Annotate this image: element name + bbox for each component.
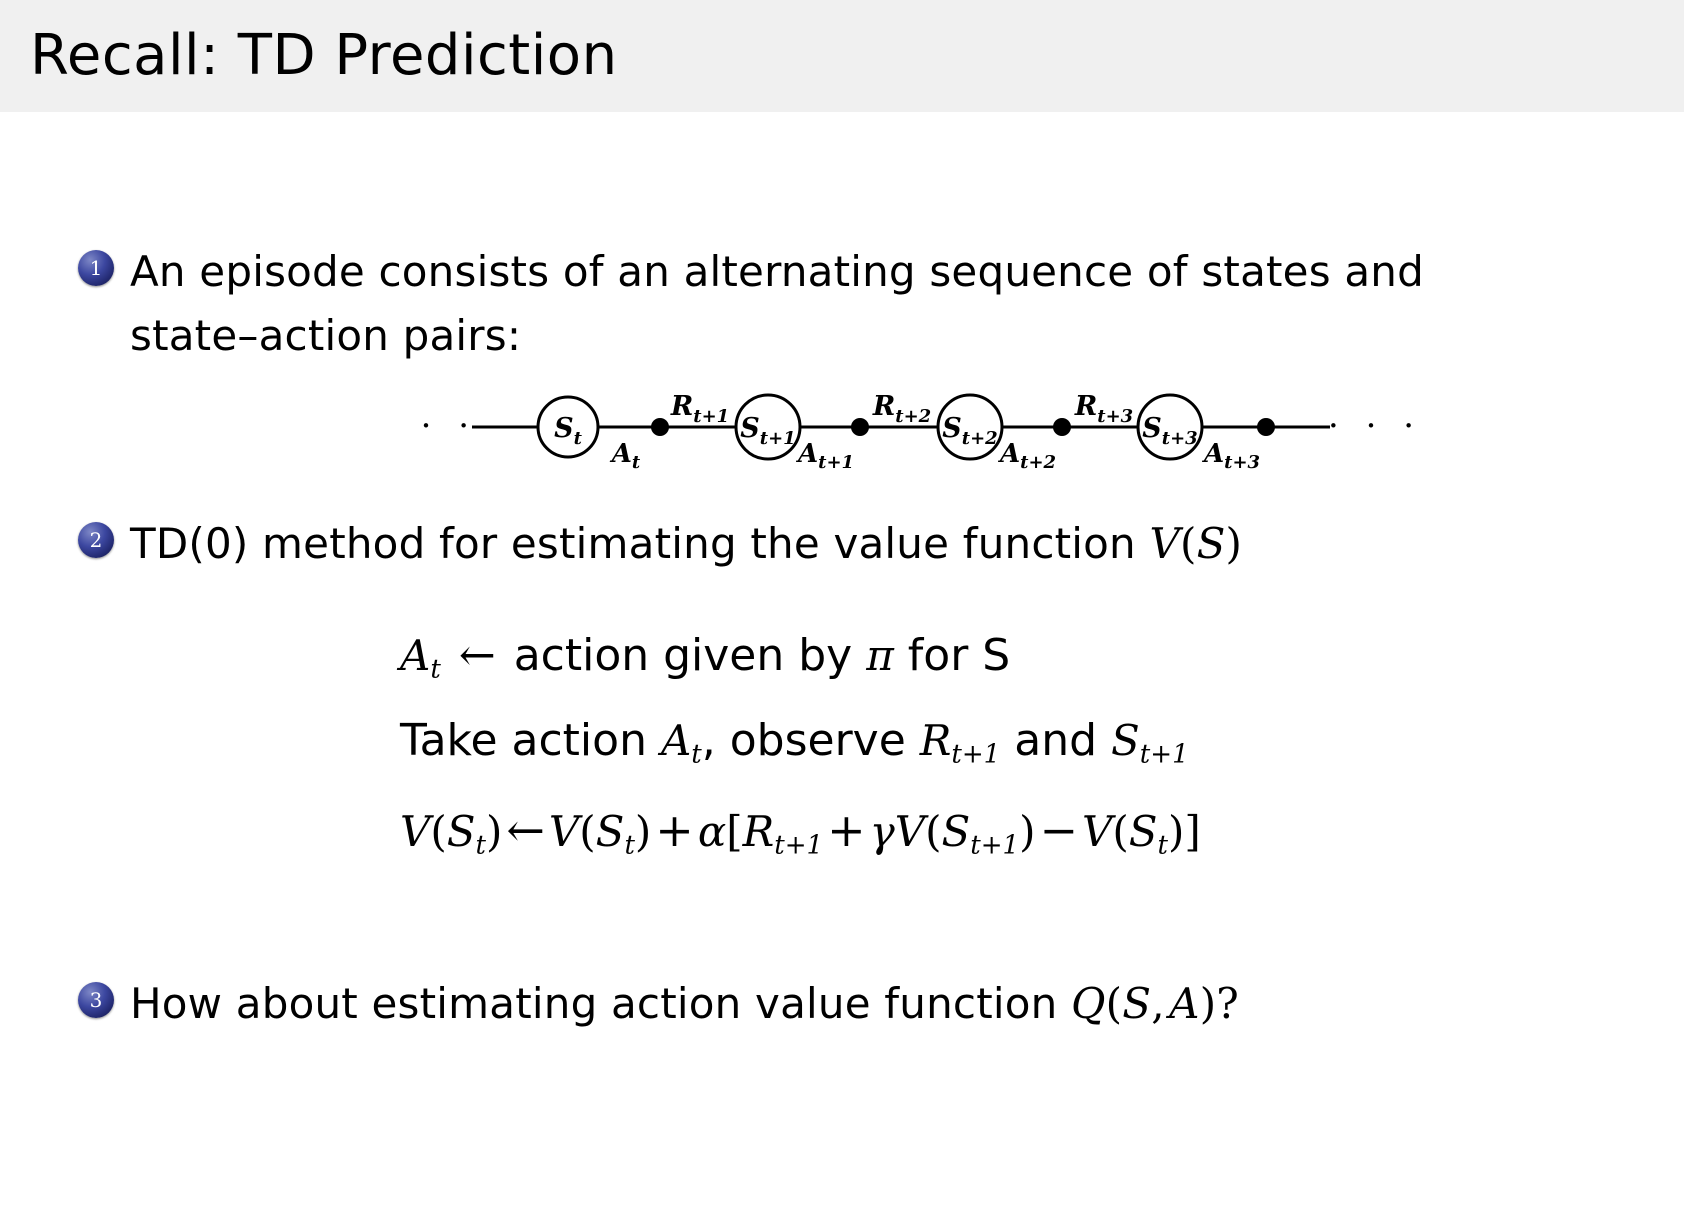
pi-symbol: π <box>866 631 894 680</box>
reward-label-1: Rt+2 <box>872 391 931 427</box>
bullet-item-3: 3 How about estimating action value func… <box>78 972 1528 1036</box>
bullet-item-2: 2 TD(0) method for estimating the value … <box>78 512 1528 576</box>
update-reward: Rt+1 <box>742 806 824 860</box>
algo-line2-state: St+1 <box>1111 716 1189 770</box>
action-node-2 <box>1053 418 1071 436</box>
slide-body: 1 An episode consists of an alternating … <box>0 112 1684 1230</box>
left-arrow-icon-2: ← <box>506 802 545 857</box>
state-node-0 <box>536 395 600 459</box>
algo-line1-tail: for S <box>893 630 1011 681</box>
algo-line2-lead: Take action <box>400 715 661 767</box>
page-title: Recall: TD Prediction <box>30 23 618 88</box>
algo-line2-comma: , observe <box>701 715 920 767</box>
algo-line2-reward: Rt+1 <box>919 716 1001 770</box>
bracket-open: [ <box>726 806 743 856</box>
algo-line-value-update: V(St)←V(St)+α[Rt+1+γV(St+1)−V(St)] <box>400 791 1550 884</box>
state-node-1 <box>734 393 802 461</box>
action-node-0 <box>651 418 669 436</box>
state-node-3 <box>1136 393 1204 461</box>
update-lhs: V(St) <box>400 806 503 860</box>
algo-var-at: At <box>400 631 441 685</box>
bullet-item-1: 1 An episode consists of an alternating … <box>78 240 1528 368</box>
right-ellipsis: · · · <box>1328 406 1420 446</box>
left-arrow-icon-1: ← <box>458 630 496 681</box>
bullet-3-math: Q(S, A)? <box>1071 979 1240 1028</box>
algo-line-take-action: Take action At, observe Rt+1 and St+1 <box>400 705 1550 790</box>
action-label-0: At <box>609 439 641 473</box>
algo-line2-and: and <box>1000 715 1112 767</box>
slide-header-bar: Recall: TD Prediction <box>0 0 1684 112</box>
state-node-2 <box>936 393 1004 461</box>
action-node-1 <box>851 418 869 436</box>
left-ellipsis: · · · <box>400 406 477 446</box>
minus-sign: − <box>1039 802 1079 857</box>
plus-sign-1: + <box>655 802 694 857</box>
update-rhs-v3: V(St) <box>1082 806 1185 860</box>
episode-backup-diagram: St St+1 St+2 St+3 Rt+1 Rt+2 Rt+3 At At+1… <box>400 377 1420 477</box>
update-rhs-v1: V(St) <box>548 806 652 860</box>
algo-line-policy-action: At ← action given by π for S <box>400 620 1550 705</box>
reward-label-0: Rt+1 <box>670 391 729 427</box>
action-label-1: At+1 <box>795 439 854 473</box>
bullet-number-icon-3: 3 <box>78 982 114 1018</box>
gamma-symbol: γ <box>869 806 895 856</box>
reward-label-2: Rt+3 <box>1074 391 1133 427</box>
algo-line2-action: At <box>660 716 702 770</box>
bracket-close: ] <box>1184 806 1201 856</box>
bullet-2-lead: TD(0) method for estimating the value fu… <box>130 519 1150 568</box>
update-rhs-v2: V(St+1) <box>894 806 1036 860</box>
bullet-number-icon-1: 1 <box>78 250 114 286</box>
bullet-2-math: V(S) <box>1149 519 1243 568</box>
td-zero-algorithm-block: At ← action given by π for S Take action… <box>400 620 1550 884</box>
algo-line1-text: action given by <box>513 630 867 681</box>
alpha-symbol: α <box>697 806 727 856</box>
action-node-3 <box>1257 418 1275 436</box>
action-label-3: At+3 <box>1201 439 1260 473</box>
bullet-text-2: TD(0) method for estimating the value fu… <box>130 512 1242 576</box>
bullet-number-icon-2: 2 <box>78 522 114 558</box>
action-label-2: At+2 <box>997 439 1056 473</box>
bullet-text-3: How about estimating action value functi… <box>130 972 1239 1036</box>
bullet-3-lead: How about estimating action value functi… <box>130 979 1072 1028</box>
plus-sign-2: + <box>827 802 866 857</box>
bullet-text-1: An episode consists of an alternating se… <box>130 247 1424 360</box>
